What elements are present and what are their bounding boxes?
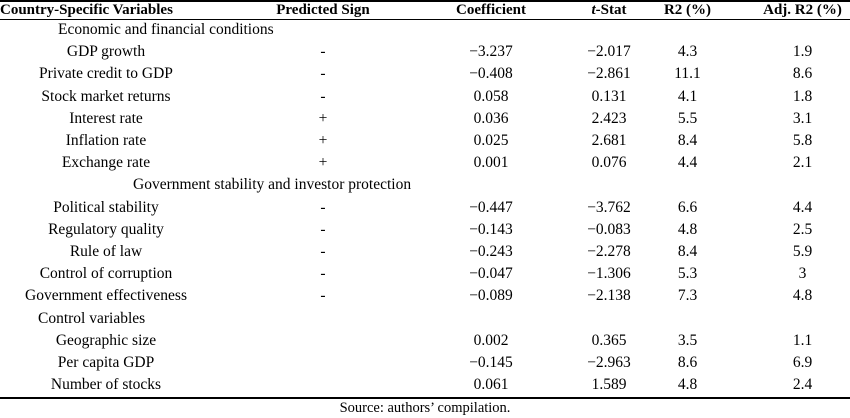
cell-predicted-sign: - xyxy=(320,220,326,238)
cell-variable: Per capita GDP xyxy=(57,354,155,371)
cell-variable: Geographic size xyxy=(55,331,157,349)
cell-t-stat: −2.861 xyxy=(587,65,631,83)
cell-r2: 8.4 xyxy=(677,132,698,149)
cell-adj-r2: 1.9 xyxy=(792,43,813,61)
header-variable: Country-Specific Variables xyxy=(0,2,173,18)
cell-coefficient: −3.237 xyxy=(469,43,513,61)
cell-r2: 4.8 xyxy=(677,220,698,238)
cell-r2: 5.5 xyxy=(677,109,698,127)
cell-predicted-sign: + xyxy=(318,132,328,149)
cell-variable: Control of corruption xyxy=(39,265,173,283)
cell-variable: Number of stocks xyxy=(50,376,162,394)
cell-variable: Exchange rate xyxy=(61,154,151,172)
cell-r2: 3.5 xyxy=(677,331,698,349)
cell-adj-r2: 6.9 xyxy=(792,354,813,371)
header-t-stat: t-Stat xyxy=(538,0,680,20)
cell-coefficient: −0.243 xyxy=(469,243,513,260)
cell-variable: Rule of law xyxy=(69,243,143,260)
cell-r2: 7.3 xyxy=(677,287,698,305)
cell-variable: Inflation rate xyxy=(65,132,147,149)
cell-adj-r2: 2.5 xyxy=(792,220,813,238)
cell-coefficient: −0.408 xyxy=(469,65,513,83)
cell-t-stat: −0.083 xyxy=(587,220,631,238)
cell-coefficient: 0.001 xyxy=(473,154,509,172)
cell-coefficient: 0.002 xyxy=(473,331,509,349)
cell-t-stat: −2.138 xyxy=(587,287,631,305)
cell-r2: 8.6 xyxy=(677,354,698,371)
cell-variable: Stock market returns xyxy=(41,87,171,105)
cell-t-stat: 0.365 xyxy=(591,331,627,349)
cell-predicted-sign: - xyxy=(320,87,326,105)
header-r2: R2 (%) xyxy=(663,2,712,18)
cell-t-stat: 0.076 xyxy=(591,154,627,172)
cell-coefficient: −0.089 xyxy=(469,287,513,305)
cell-r2: 5.3 xyxy=(677,265,698,283)
cell-adj-r2: 2.1 xyxy=(792,154,813,172)
cell-r2: 6.6 xyxy=(677,198,698,216)
cell-predicted-sign: - xyxy=(320,198,326,216)
cell-coefficient: −0.145 xyxy=(469,354,513,371)
cell-r2: 4.4 xyxy=(677,154,698,172)
cell-t-stat: 1.589 xyxy=(591,376,627,394)
cell-coefficient: 0.036 xyxy=(473,109,509,127)
cell-t-stat: −2.278 xyxy=(587,243,631,260)
cell-coefficient: 0.061 xyxy=(473,376,509,394)
cell-t-stat: 0.131 xyxy=(591,87,627,105)
cell-predicted-sign: - xyxy=(320,43,326,61)
cell-predicted-sign: - xyxy=(320,243,326,260)
cell-predicted-sign: + xyxy=(318,154,328,172)
cell-predicted-sign: + xyxy=(318,109,328,127)
cell-t-stat: −1.306 xyxy=(587,265,631,283)
cell-r2: 11.1 xyxy=(674,65,701,83)
cell-r2: 4.1 xyxy=(677,87,698,105)
header-t-stat-rest: -Stat xyxy=(595,2,627,18)
cell-variable: Regulatory quality xyxy=(48,220,164,238)
cell-coefficient: −0.447 xyxy=(469,198,513,216)
cell-adj-r2: 1.8 xyxy=(792,87,813,105)
cell-coefficient: 0.025 xyxy=(473,132,509,149)
table-top-rule xyxy=(0,0,850,2)
cell-predicted-sign: - xyxy=(320,265,326,283)
cell-coefficient: 0.058 xyxy=(473,87,509,105)
cell-r2: 8.4 xyxy=(677,243,698,260)
cell-t-stat: −2.963 xyxy=(587,354,631,371)
cell-t-stat: −2.017 xyxy=(587,43,631,61)
cell-adj-r2: 3.1 xyxy=(792,109,813,127)
source-note: Source: authors’ compilation. xyxy=(339,400,511,416)
cell-adj-r2: 4.8 xyxy=(792,287,813,305)
cell-adj-r2: 1.1 xyxy=(792,331,813,349)
cell-adj-r2: 8.6 xyxy=(792,65,813,83)
section-heading: Control variables xyxy=(38,309,146,327)
cell-adj-r2: 5.9 xyxy=(792,243,813,260)
header-adj-r2: Adj. R2 (%) xyxy=(763,2,842,18)
cell-adj-r2: 2.4 xyxy=(792,376,813,394)
cell-t-stat: 2.681 xyxy=(591,132,627,149)
cell-variable: Political stability xyxy=(53,198,159,216)
cell-r2: 4.8 xyxy=(677,376,698,394)
cell-coefficient: −0.047 xyxy=(469,265,513,283)
section-heading: Economic and financial conditions xyxy=(58,21,274,38)
cell-t-stat: −3.762 xyxy=(587,198,631,216)
cell-predicted-sign: - xyxy=(320,287,326,305)
table-bottom-rule xyxy=(0,397,850,399)
cell-variable: GDP growth xyxy=(66,43,146,61)
cell-adj-r2: 3 xyxy=(798,265,807,283)
cell-adj-r2: 4.4 xyxy=(792,198,813,216)
cell-r2: 4.3 xyxy=(677,43,698,61)
header-coefficient: Coefficient xyxy=(456,2,526,18)
cell-predicted-sign: - xyxy=(320,65,326,83)
cell-t-stat: 2.423 xyxy=(591,109,627,127)
table-header-rule xyxy=(0,19,850,20)
cell-variable: Interest rate xyxy=(69,109,143,127)
cell-variable: Private credit to GDP xyxy=(39,65,173,83)
header-predicted-sign: Predicted Sign xyxy=(276,2,370,18)
section-heading: Government stability and investor protec… xyxy=(133,176,412,194)
cell-adj-r2: 5.8 xyxy=(792,132,813,149)
cell-variable: Government effectiveness xyxy=(25,287,187,305)
cell-coefficient: −0.143 xyxy=(469,220,513,238)
header-t-stat-italic: t xyxy=(591,2,596,18)
